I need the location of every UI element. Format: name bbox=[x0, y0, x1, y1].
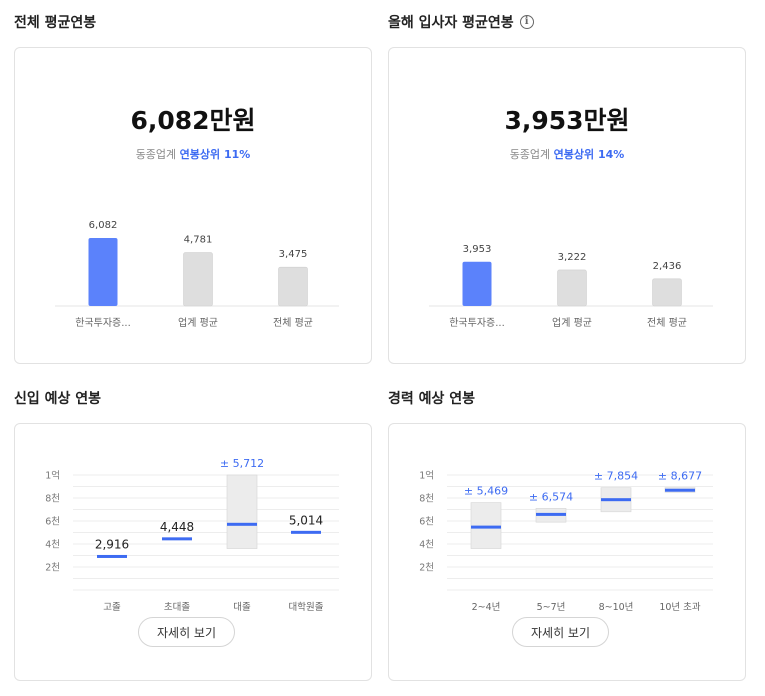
entry-salary-y-tick-label: 4천 bbox=[45, 540, 60, 551]
total-avg-rank: 동종업계 연봉상위 11% bbox=[15, 146, 371, 162]
career-salary-value-label-1: ± 6,574 bbox=[529, 490, 573, 503]
career-salary-title: 경력 예상 연봉 bbox=[388, 388, 475, 408]
entry-salary-marker-1 bbox=[162, 537, 192, 541]
total-avg-value-label-1: 4,781 bbox=[184, 235, 213, 246]
career-salary-y-tick-label: 8천 bbox=[419, 494, 434, 505]
total-avg-bar-2 bbox=[278, 266, 308, 307]
total-avg-bar-0 bbox=[88, 238, 118, 306]
entry-salary-category-label-2: 대졸 bbox=[233, 602, 251, 613]
career-salary-category-label-1: 5~7년 bbox=[537, 602, 566, 613]
total-avg-category-label-1: 업계 평균 bbox=[178, 316, 218, 329]
career-detail-button[interactable]: 자세히 보기 bbox=[512, 617, 609, 647]
total-avg-category-label-0: 한국투자증... bbox=[75, 317, 131, 329]
total-avg-bar-chart: 6,082 한국투자증... 4,781 업계 평균 3,475 전체 평균 bbox=[55, 220, 339, 329]
career-salary-marker-3 bbox=[665, 488, 695, 492]
entry-salary-value-label-2: ± 5,712 bbox=[220, 457, 264, 470]
new-hire-avg-bar-1 bbox=[557, 269, 587, 307]
new-hire-avg-value: 3,953만원 bbox=[504, 106, 630, 135]
career-salary-title-text: 경력 예상 연봉 bbox=[388, 391, 476, 407]
entry-salary-value-label-0: 2,916 bbox=[95, 537, 129, 551]
entry-salary-category-label-0: 고졸 bbox=[103, 602, 121, 613]
new-hire-avg-bar-chart: 3,953 한국투자증... 3,222 업계 평균 2,436 전체 평균 bbox=[429, 244, 713, 329]
career-salary-category-label-2: 8~10년 bbox=[599, 602, 634, 613]
new-hire-avg-bar-0 bbox=[462, 261, 492, 306]
entry-salary-y-tick-label: 2천 bbox=[45, 563, 60, 574]
new-hire-avg-bar-2 bbox=[652, 278, 682, 307]
entry-salary-marker-2 bbox=[227, 522, 257, 526]
new-hire-avg-card: 3,953만원 동종업계 연봉상위 14% 3,953 한국투자증... 3,222… bbox=[388, 47, 746, 364]
career-salary-range-box-0 bbox=[470, 502, 502, 549]
info-icon[interactable]: i bbox=[519, 15, 534, 29]
entry-salary-marker-3 bbox=[291, 530, 321, 534]
new-hire-avg-value-label-0: 3,953 bbox=[463, 244, 492, 255]
entry-salary-y-tick-label: 6천 bbox=[45, 517, 60, 528]
career-salary-marker-2 bbox=[601, 498, 631, 502]
entry-salary-value-label-1: 4,448 bbox=[160, 520, 194, 534]
new-hire-avg-rank: 동종업계 연봉상위 14% bbox=[389, 146, 745, 162]
career-salary-y-tick-label: 2천 bbox=[419, 563, 434, 574]
career-salary-marker-0 bbox=[471, 525, 501, 529]
new-hire-avg-category-label-1: 업계 평균 bbox=[552, 316, 592, 329]
entry-salary-category-label-1: 초대졸 bbox=[164, 602, 190, 613]
entry-salary-y-tick-label: 1억 bbox=[45, 470, 60, 482]
entry-salary-category-label-3: 대학원졸 bbox=[289, 602, 324, 613]
entry-salary-title: 신입 예상 연봉 bbox=[14, 388, 101, 408]
entry-salary-value-label-3: 5,014 bbox=[289, 513, 323, 527]
career-salary-value-label-3: ± 8,677 bbox=[658, 470, 702, 483]
new-hire-avg-value-label-1: 3,222 bbox=[558, 252, 587, 263]
new-hire-avg-rank-text: 연봉상위 14% bbox=[553, 148, 625, 161]
entry-salary-range-box-2 bbox=[226, 474, 258, 549]
career-salary-card: 2천 4천 6천 8천 1억 ± 5,469 2~4년 ± 6,574 5~7년 ± 7,854 8… bbox=[388, 423, 746, 681]
new-hire-avg-value-label-2: 2,436 bbox=[653, 261, 682, 272]
career-salary-y-tick-label: 6천 bbox=[419, 517, 434, 528]
total-avg-value: 6,082만원 bbox=[130, 106, 256, 135]
total-avg-bar-1 bbox=[183, 252, 213, 307]
total-avg-title: 전체 평균연봉 bbox=[14, 12, 96, 32]
new-hire-avg-category-label-0: 한국투자증... bbox=[449, 317, 505, 329]
career-salary-range-chart: 2천 4천 6천 8천 1억 ± 5,469 2~4년 ± 6,574 5~7년 ± 7,854 8… bbox=[419, 470, 713, 613]
career-salary-value-label-0: ± 5,469 bbox=[464, 485, 508, 498]
new-hire-avg-title: 올해 입사자 평균연봉 i bbox=[388, 12, 534, 32]
new-hire-avg-title-text: 올해 입사자 평균연봉 bbox=[388, 15, 514, 31]
career-salary-y-tick-label: 4천 bbox=[419, 540, 434, 551]
entry-salary-marker-0 bbox=[97, 554, 127, 558]
entry-salary-y-tick-label: 8천 bbox=[45, 494, 60, 505]
new-hire-avg-rank-prefix: 동종업계 bbox=[509, 148, 551, 161]
career-salary-category-label-3: 10년 초과 bbox=[659, 602, 701, 613]
total-avg-card: 6,082만원 동종업계 연봉상위 11% 6,082 한국투자증... 4,781… bbox=[14, 47, 372, 364]
entry-salary-range-chart: 2천 4천 6천 8천 1억 2,916 고졸 4,448 초대졸 ± 5,712 대졸 5,014 대… bbox=[45, 457, 339, 613]
total-avg-value-label-2: 3,475 bbox=[279, 249, 308, 260]
entry-salary-title-text: 신입 예상 연봉 bbox=[14, 391, 102, 407]
total-avg-category-label-2: 전체 평균 bbox=[273, 317, 313, 329]
total-avg-value-label-0: 6,082 bbox=[89, 220, 118, 231]
career-salary-value-label-2: ± 7,854 bbox=[594, 470, 638, 483]
new-hire-avg-category-label-2: 전체 평균 bbox=[647, 317, 687, 329]
career-salary-category-label-0: 2~4년 bbox=[472, 602, 501, 613]
entry-detail-button[interactable]: 자세히 보기 bbox=[138, 617, 235, 647]
career-salary-marker-1 bbox=[536, 512, 566, 516]
career-salary-y-tick-label: 1억 bbox=[419, 470, 434, 482]
total-avg-rank-text: 연봉상위 11% bbox=[179, 148, 251, 161]
total-avg-title-text: 전체 평균연봉 bbox=[14, 15, 97, 31]
entry-salary-card: 2천 4천 6천 8천 1억 2,916 고졸 4,448 초대졸 ± 5,712 대졸 5,014 대… bbox=[14, 423, 372, 681]
total-avg-rank-prefix: 동종업계 bbox=[135, 148, 177, 161]
